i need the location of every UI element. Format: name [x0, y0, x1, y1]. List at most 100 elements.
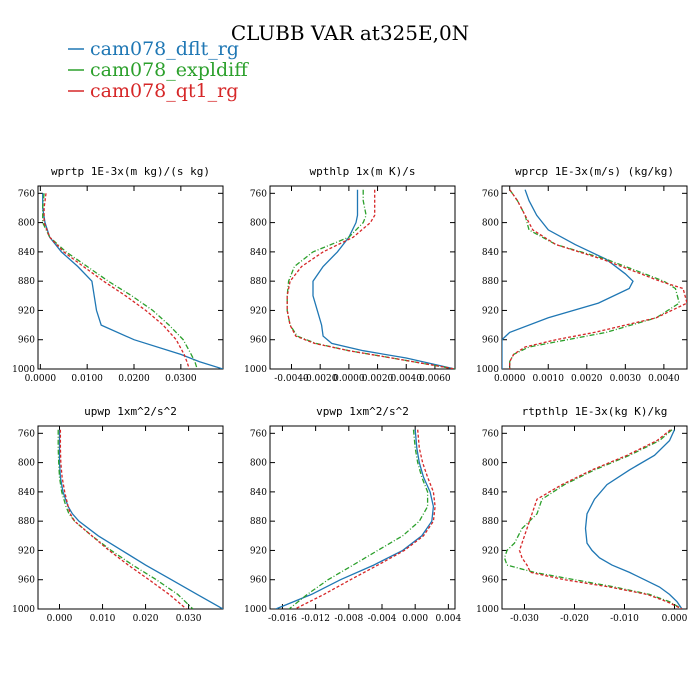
- panel-1: wprtp 1E-3x(m kg)/(s kg) 760 800 840 880 920 9…: [12, 165, 224, 384]
- x-tick-label: 0.0040: [648, 374, 680, 384]
- series-line-cam078_qt1_rg: [294, 429, 436, 609]
- y-tick-label: 920: [482, 306, 499, 316]
- plot-frame: [37, 185, 224, 370]
- y-tick-label: 1000: [476, 605, 499, 615]
- panel-title: rtpthlp 1E-3x(kg K)/kg: [522, 405, 668, 418]
- y-tick-label: 920: [250, 546, 267, 556]
- y-tick-label: 760: [482, 429, 499, 439]
- y-tick-label: 960: [18, 576, 35, 586]
- y-tick-label: 920: [482, 546, 499, 556]
- panel-title: wprtp 1E-3x(m kg)/(s kg): [51, 165, 210, 178]
- y-tick-label: 760: [482, 189, 499, 199]
- x-tick-label: 0.010: [90, 614, 116, 624]
- panel-grid: wprtp 1E-3x(m kg)/(s kg) 760 800 840 880 920 9…: [12, 165, 688, 624]
- series-line-cam078_qt1_rg: [43, 193, 190, 369]
- panel-6: rtpthlp 1E-3x(kg K)/kg 760 800 840 880 920 960…: [476, 405, 688, 624]
- series-line-cam078_dflt_rg: [275, 429, 435, 609]
- panel-title: vpwp 1xm^2/s^2: [316, 405, 409, 418]
- y-tick-label: 800: [250, 219, 267, 229]
- series-line-cam078_dflt_rg: [584, 429, 683, 609]
- panel-title: wpthlp 1x(m K)/s: [310, 165, 416, 178]
- y-tick-label: 960: [482, 576, 499, 586]
- x-tick-label: -0.010: [610, 614, 639, 624]
- series-line-cam078_dflt_rg: [312, 189, 455, 369]
- series-line-cam078_dflt_rg: [58, 429, 223, 609]
- y-tick-label: 1000: [244, 365, 267, 375]
- series-line-cam078_expldiff: [288, 429, 429, 609]
- y-tick-label: 840: [18, 248, 35, 258]
- series-line-cam078_dflt_rg: [502, 189, 634, 369]
- y-tick-label: 880: [250, 277, 267, 287]
- y-tick-label: 1000: [12, 365, 35, 375]
- y-tick-label: 880: [482, 517, 499, 527]
- x-tick-label: 0.000: [402, 614, 428, 624]
- panel-2: wpthlp 1x(m K)/s 760 800 840 880 920 960 1000 -0…: [244, 165, 456, 384]
- y-tick-label: 880: [250, 517, 267, 527]
- y-tick-label: 960: [482, 336, 499, 346]
- x-tick-label: 0.0040: [390, 374, 422, 384]
- legend-label-cam078_qt1_rg: cam078_qt1_rg: [90, 80, 238, 102]
- y-tick-label: 760: [18, 189, 35, 199]
- x-tick-label: -0.0020: [303, 374, 338, 384]
- x-tick-label: -0.008: [334, 614, 363, 624]
- x-tick-label: -0.004: [368, 614, 397, 624]
- y-tick-label: 880: [18, 517, 35, 527]
- y-tick-label: 960: [250, 336, 267, 346]
- y-tick-label: 840: [250, 248, 267, 258]
- x-tick-label: 0.030: [176, 614, 202, 624]
- x-tick-label: 0.0000: [494, 374, 526, 384]
- plot-frame: [269, 185, 456, 370]
- x-tick-label: -0.030: [510, 614, 539, 624]
- series-line-cam078_expldiff: [286, 189, 455, 369]
- x-tick-label: 0.0200: [118, 374, 150, 384]
- x-tick-label: 0.0010: [533, 374, 565, 384]
- y-tick-label: 760: [250, 189, 267, 199]
- y-tick-label: 800: [18, 459, 35, 469]
- y-tick-label: 760: [250, 429, 267, 439]
- y-tick-label: 800: [482, 219, 499, 229]
- series-line-cam078_expldiff: [57, 429, 194, 609]
- y-tick-label: 920: [250, 306, 267, 316]
- y-tick-label: 1000: [244, 605, 267, 615]
- series-line-cam078_expldiff: [503, 429, 683, 609]
- panel-title: upwp 1xm^2/s^2: [84, 405, 177, 418]
- x-tick-label: 0.020: [133, 614, 159, 624]
- plot-frame: [37, 425, 224, 610]
- x-tick-label: 0.0000: [25, 374, 57, 384]
- legend-label-cam078_expldiff: cam078_expldiff: [90, 59, 249, 81]
- plot-frame: [501, 185, 688, 370]
- x-tick-label: -0.012: [301, 614, 330, 624]
- series-line-cam078_qt1_rg: [518, 429, 683, 609]
- panel-3: wprcp 1E-3x(m/s) (kg/kg) 760 800 840 880 920 9…: [476, 165, 688, 384]
- series-line-cam078_expldiff: [42, 193, 198, 369]
- y-tick-label: 800: [482, 459, 499, 469]
- x-tick-label: 0.004: [435, 614, 461, 624]
- y-tick-label: 800: [18, 219, 35, 229]
- y-tick-label: 880: [482, 277, 499, 287]
- y-tick-label: 1000: [476, 365, 499, 375]
- figure-title: CLUBB VAR at325E,0N: [231, 21, 469, 45]
- plot-frame: [269, 425, 456, 610]
- x-tick-label: 0.0060: [419, 374, 451, 384]
- x-tick-label: 0.0030: [610, 374, 642, 384]
- x-tick-label: 0.000: [47, 614, 73, 624]
- y-tick-label: 840: [482, 248, 499, 258]
- panel-4: upwp 1xm^2/s^2 760 800 840 880 920 960 1000 0.00…: [12, 405, 224, 624]
- x-tick-label: 0.0100: [71, 374, 103, 384]
- y-tick-label: 800: [250, 459, 267, 469]
- y-tick-label: 920: [18, 306, 35, 316]
- series-line-cam078_qt1_rg: [59, 429, 187, 609]
- x-tick-label: 0.0020: [362, 374, 394, 384]
- x-tick-label: 0.000: [662, 614, 688, 624]
- y-tick-label: 960: [18, 336, 35, 346]
- series-line-cam078_qt1_rg: [286, 189, 455, 369]
- series-line-cam078_dflt_rg: [42, 193, 223, 369]
- panel-5: vpwp 1xm^2/s^27608008408809209601000-0.0…: [244, 405, 461, 624]
- legend: cam078_dflt_rgcam078_expldiffcam078_qt1_…: [68, 38, 249, 102]
- x-tick-label: 0.0000: [333, 374, 365, 384]
- legend-label-cam078_dflt_rg: cam078_dflt_rg: [90, 38, 239, 60]
- y-tick-label: 840: [250, 488, 267, 498]
- y-tick-label: 840: [18, 488, 35, 498]
- y-tick-label: 1000: [12, 605, 35, 615]
